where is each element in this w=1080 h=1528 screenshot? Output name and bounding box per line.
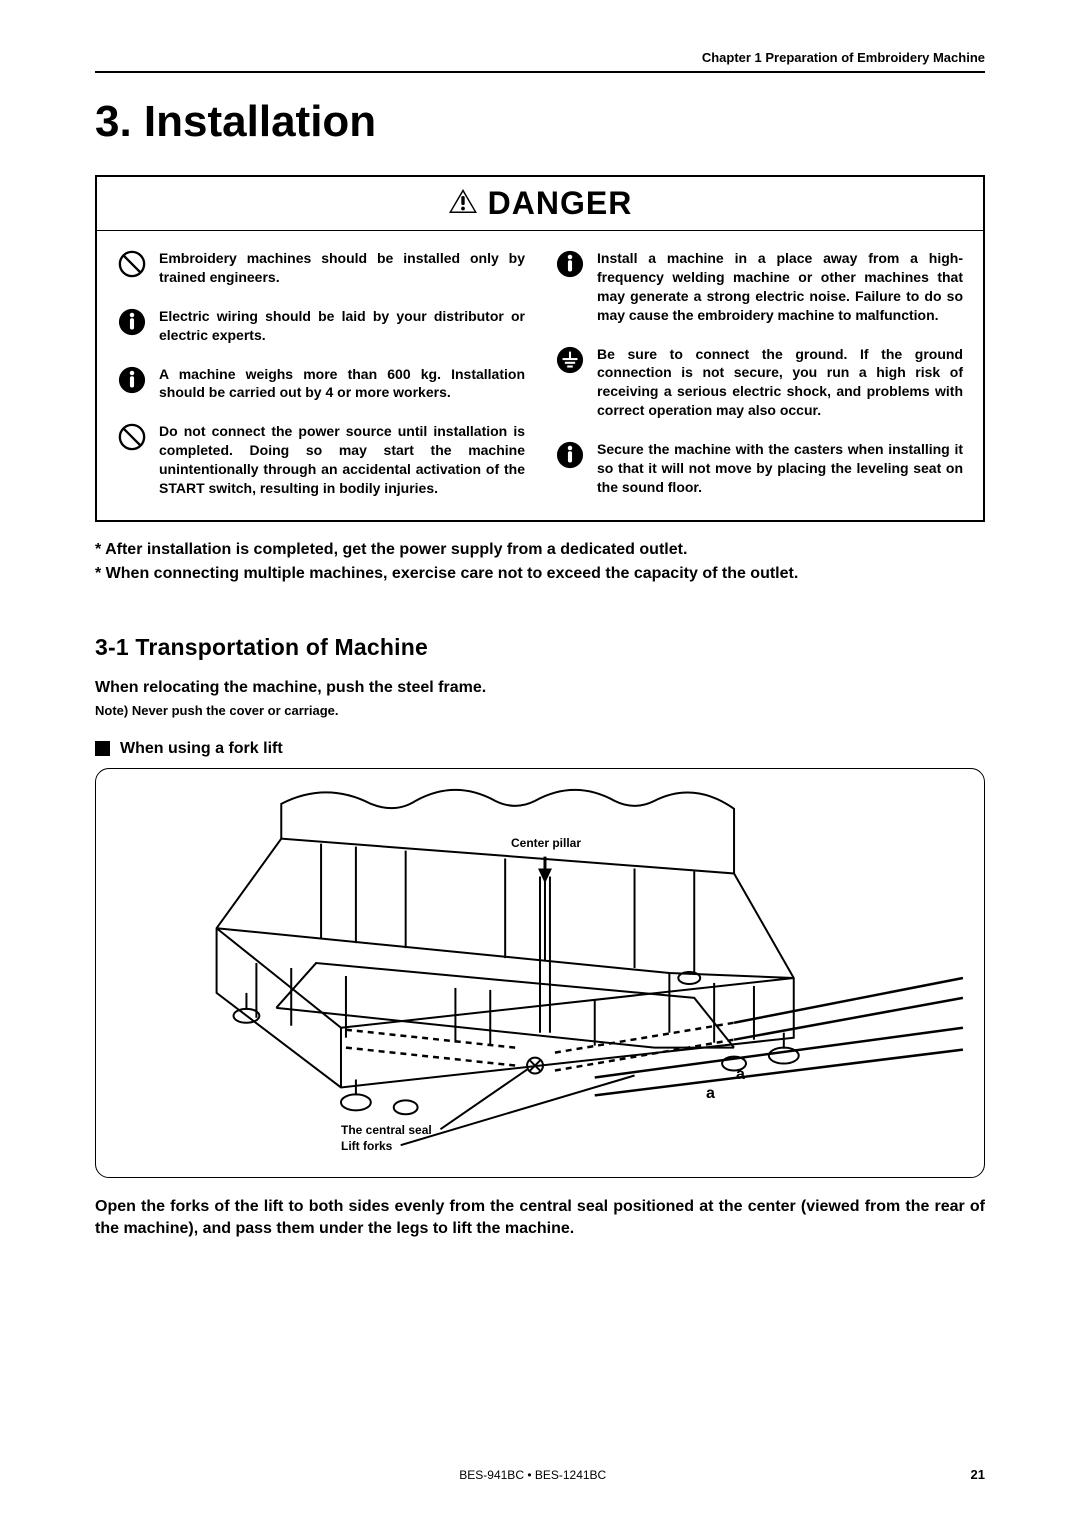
header-rule: [95, 71, 985, 73]
square-bullet-icon: [95, 741, 110, 756]
danger-item: Do not connect the power source until in…: [117, 422, 525, 498]
mandatory-icon: [555, 440, 585, 469]
danger-item-text: Install a machine in a place away from a…: [597, 249, 963, 325]
danger-right-column: Install a machine in a place away from a…: [555, 249, 963, 498]
danger-item-text: Be sure to connect the ground. If the gr…: [597, 345, 963, 421]
section-heading: 3-1 Transportation of Machine: [95, 634, 985, 661]
diagram-label-lift-forks: Lift forks: [341, 1139, 392, 1153]
warning-triangle-icon: [448, 188, 478, 219]
page-title: 3. Installation: [95, 97, 985, 147]
prohibit-icon: [117, 422, 147, 451]
danger-item: Install a machine in a place away from a…: [555, 249, 963, 325]
diagram-label-center-pillar: Center pillar: [511, 836, 581, 850]
diagram-svg: [96, 769, 984, 1177]
danger-item-text: Do not connect the power source until in…: [159, 422, 525, 498]
chapter-label: Chapter 1 Preparation of Embroidery Mach…: [95, 50, 985, 65]
footer-page-number: 21: [971, 1467, 985, 1482]
danger-item-text: A machine weighs more than 600 kg. Insta…: [159, 365, 525, 403]
ground-icon: [555, 345, 585, 374]
danger-box: DANGER Embroidery machines should be ins…: [95, 175, 985, 522]
lead-text: When relocating the machine, push the st…: [95, 679, 985, 697]
post-danger-notes: * After installation is completed, get t…: [95, 538, 985, 586]
danger-item: Electric wiring should be laid by your d…: [117, 307, 525, 345]
diagram-label-a: a: [706, 1085, 715, 1103]
diagram-caption: Open the forks of the lift to both sides…: [95, 1196, 985, 1241]
danger-item-text: Secure the machine with the casters when…: [597, 440, 963, 497]
diagram-label-central-seal: The central seal: [341, 1123, 432, 1137]
danger-item: A machine weighs more than 600 kg. Insta…: [117, 365, 525, 403]
danger-title: DANGER: [488, 185, 633, 222]
post-danger-line: * When connecting multiple machines, exe…: [95, 562, 985, 586]
danger-item: Be sure to connect the ground. If the gr…: [555, 345, 963, 421]
mandatory-icon: [117, 365, 147, 394]
danger-item: Secure the machine with the casters when…: [555, 440, 963, 497]
mandatory-icon: [117, 307, 147, 336]
danger-header: DANGER: [97, 177, 983, 231]
forklift-diagram: Center pillar a a The central seal Lift …: [95, 768, 985, 1178]
danger-item: Embroidery machines should be installed …: [117, 249, 525, 287]
post-danger-line: * After installation is completed, get t…: [95, 538, 985, 562]
diagram-label-a: a: [736, 1066, 745, 1084]
mandatory-icon: [555, 249, 585, 278]
sub-bullet-text: When using a fork lift: [120, 740, 283, 758]
note-text: Note) Never push the cover or carriage.: [95, 703, 985, 718]
prohibit-icon: [117, 249, 147, 278]
danger-body: Embroidery machines should be installed …: [97, 231, 983, 520]
page-footer: BES-941BC • BES-1241BC 21: [95, 1467, 985, 1482]
danger-item-text: Electric wiring should be laid by your d…: [159, 307, 525, 345]
sub-bullet: When using a fork lift: [95, 740, 985, 758]
danger-left-column: Embroidery machines should be installed …: [117, 249, 525, 498]
footer-model: BES-941BC • BES-1241BC: [95, 1468, 971, 1482]
danger-item-text: Embroidery machines should be installed …: [159, 249, 525, 287]
